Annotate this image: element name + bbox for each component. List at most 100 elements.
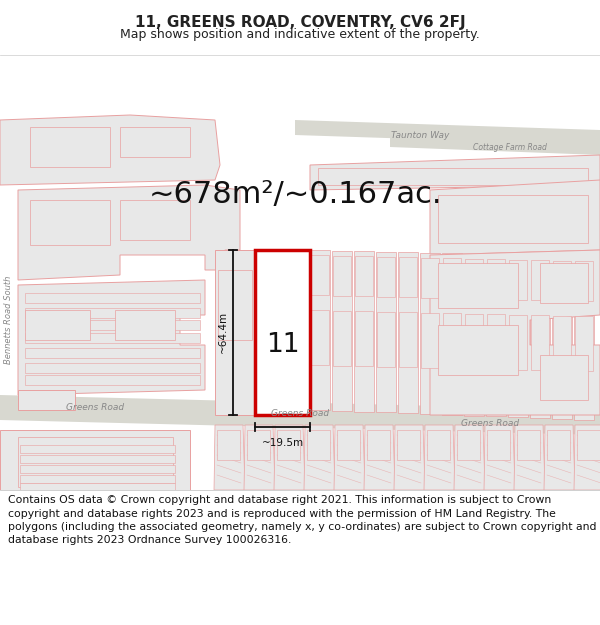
- Polygon shape: [430, 250, 600, 415]
- Polygon shape: [427, 430, 450, 460]
- Polygon shape: [115, 310, 175, 340]
- Polygon shape: [0, 430, 190, 495]
- Polygon shape: [355, 311, 373, 366]
- Polygon shape: [255, 250, 310, 415]
- Text: Taunton Way: Taunton Way: [391, 131, 449, 139]
- Polygon shape: [438, 325, 518, 375]
- Polygon shape: [18, 280, 205, 395]
- Polygon shape: [244, 425, 275, 490]
- Polygon shape: [377, 256, 395, 296]
- Polygon shape: [540, 263, 588, 303]
- Polygon shape: [514, 425, 545, 490]
- Polygon shape: [310, 250, 330, 410]
- Polygon shape: [25, 375, 200, 385]
- Polygon shape: [553, 261, 571, 301]
- Polygon shape: [355, 256, 373, 296]
- Polygon shape: [508, 254, 528, 418]
- Polygon shape: [430, 180, 600, 255]
- Polygon shape: [30, 127, 110, 167]
- Polygon shape: [464, 254, 484, 416]
- Polygon shape: [421, 258, 439, 298]
- Polygon shape: [574, 256, 594, 419]
- Polygon shape: [215, 250, 255, 415]
- Polygon shape: [397, 430, 420, 460]
- Polygon shape: [540, 355, 588, 400]
- Polygon shape: [310, 155, 600, 190]
- Polygon shape: [465, 259, 483, 299]
- Polygon shape: [487, 259, 505, 299]
- Text: Map shows position and indicative extent of the property.: Map shows position and indicative extent…: [120, 28, 480, 41]
- Text: Contains OS data © Crown copyright and database right 2021. This information is : Contains OS data © Crown copyright and d…: [8, 496, 596, 545]
- Polygon shape: [307, 430, 330, 460]
- Polygon shape: [443, 313, 461, 368]
- Polygon shape: [25, 308, 200, 318]
- Polygon shape: [277, 430, 300, 460]
- Polygon shape: [30, 200, 110, 245]
- Polygon shape: [553, 316, 571, 371]
- Polygon shape: [399, 257, 417, 297]
- Polygon shape: [214, 425, 245, 490]
- Polygon shape: [318, 168, 588, 185]
- Polygon shape: [487, 314, 505, 369]
- Polygon shape: [487, 430, 510, 460]
- Text: 11: 11: [266, 332, 299, 358]
- Text: Greens Road: Greens Road: [271, 409, 329, 418]
- Polygon shape: [552, 256, 572, 419]
- Polygon shape: [25, 320, 200, 330]
- Polygon shape: [25, 363, 200, 373]
- Polygon shape: [394, 425, 425, 490]
- Polygon shape: [20, 483, 175, 491]
- Text: ~678m²/~0.167ac.: ~678m²/~0.167ac.: [148, 181, 442, 209]
- Polygon shape: [20, 445, 175, 453]
- Polygon shape: [421, 312, 439, 368]
- Polygon shape: [577, 430, 600, 460]
- Polygon shape: [25, 310, 90, 340]
- Polygon shape: [442, 253, 462, 415]
- Polygon shape: [530, 255, 550, 418]
- Polygon shape: [120, 127, 190, 157]
- Polygon shape: [454, 425, 485, 490]
- Text: ~19.5m: ~19.5m: [262, 438, 304, 448]
- Polygon shape: [217, 430, 240, 460]
- Polygon shape: [465, 314, 483, 369]
- Polygon shape: [274, 425, 305, 490]
- Polygon shape: [354, 251, 374, 412]
- Polygon shape: [18, 390, 75, 410]
- Text: Cottage Farm Road: Cottage Farm Road: [473, 142, 547, 151]
- Polygon shape: [25, 348, 200, 358]
- Polygon shape: [484, 425, 515, 490]
- Polygon shape: [334, 425, 365, 490]
- Polygon shape: [0, 395, 600, 435]
- Polygon shape: [20, 475, 175, 483]
- Polygon shape: [509, 314, 527, 369]
- Polygon shape: [486, 254, 506, 416]
- Polygon shape: [399, 312, 417, 367]
- Polygon shape: [377, 311, 395, 366]
- Polygon shape: [20, 465, 175, 473]
- Polygon shape: [575, 261, 593, 301]
- Text: Greens Road: Greens Road: [461, 419, 519, 428]
- Text: Bennetts Road South: Bennetts Road South: [4, 276, 14, 364]
- Polygon shape: [0, 115, 220, 185]
- Polygon shape: [424, 425, 455, 490]
- Polygon shape: [333, 311, 351, 366]
- Polygon shape: [438, 195, 588, 243]
- Text: ~64.4m: ~64.4m: [218, 311, 228, 353]
- Polygon shape: [420, 253, 440, 414]
- Polygon shape: [457, 430, 480, 460]
- Polygon shape: [18, 185, 240, 280]
- Polygon shape: [390, 133, 600, 155]
- Polygon shape: [443, 258, 461, 298]
- Polygon shape: [311, 310, 329, 365]
- Polygon shape: [337, 430, 360, 460]
- Polygon shape: [218, 270, 252, 340]
- Polygon shape: [25, 333, 200, 343]
- Polygon shape: [517, 430, 540, 460]
- Polygon shape: [509, 259, 527, 299]
- Polygon shape: [333, 256, 351, 296]
- Polygon shape: [364, 425, 395, 490]
- Polygon shape: [311, 255, 329, 295]
- Polygon shape: [304, 425, 335, 490]
- Polygon shape: [544, 425, 575, 490]
- Polygon shape: [20, 455, 175, 463]
